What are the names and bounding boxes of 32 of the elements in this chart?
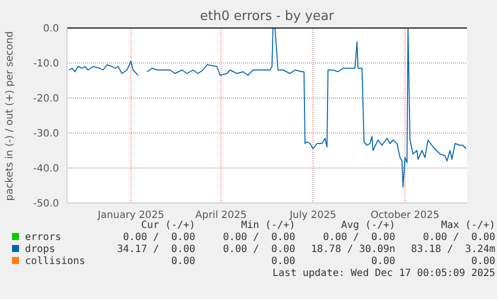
x-tick-label: October 2025 <box>370 210 440 222</box>
text: 83.18 / 3.24m <box>410 244 496 256</box>
text: 0.00 <box>270 256 296 268</box>
x-tick-label: July 2025 <box>288 210 336 222</box>
text: 0.00 / 0.00 <box>422 232 496 244</box>
y-axis-title: packets in (-) / out (+) per second <box>4 31 16 201</box>
y-tick-label: -40.0 <box>33 164 59 175</box>
legend-label: collisions <box>24 256 86 268</box>
text: 0.00 / 0.00 <box>322 232 396 244</box>
x-tick-label: January 2025 <box>96 210 164 222</box>
text: 0.00 / 0.00 <box>222 232 296 244</box>
text: 0.00 / 0.00 <box>122 232 196 244</box>
text: 0.00 / 0.00 <box>222 244 296 256</box>
text: 18.78 / 30.09n <box>310 244 396 256</box>
y-tick-label: -50.0 <box>33 198 59 210</box>
text: 0.00 <box>170 256 196 268</box>
x-tick-label: April 2025 <box>195 210 247 222</box>
text: 34.17 / 0.00 <box>117 244 196 256</box>
y-tick-label: 0.0 <box>43 24 59 35</box>
text: Cur (-/+) <box>140 220 196 232</box>
y-tick-label: -10.0 <box>33 58 59 70</box>
text: Min (-/+) <box>240 220 296 232</box>
chart-title: eth0 errors - by year <box>198 9 336 24</box>
text: 0.00 <box>370 256 396 268</box>
legend-label: errors <box>24 232 62 244</box>
text: Avg (-/+) <box>340 220 396 232</box>
text: Last update: Wed Dec 17 00:05:09 2025 <box>272 268 496 280</box>
y-tick-label: -30.0 <box>33 128 59 140</box>
text: 0.00 <box>470 256 496 268</box>
text: Max (-/+) <box>440 220 496 232</box>
y-tick-label: -20.0 <box>33 94 59 105</box>
legend-label: drops <box>24 244 56 256</box>
